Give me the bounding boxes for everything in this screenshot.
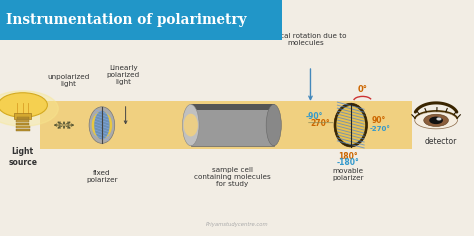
FancyBboxPatch shape [40,101,412,149]
Ellipse shape [337,106,365,144]
Ellipse shape [94,111,109,139]
Ellipse shape [89,107,115,143]
Ellipse shape [415,112,457,129]
Ellipse shape [266,104,282,146]
Text: movable
polarizer: movable polarizer [333,168,364,181]
Text: 270°: 270° [310,119,330,128]
Circle shape [437,118,441,120]
Text: 90°: 90° [371,116,385,125]
Text: Priyamstudycentre.com: Priyamstudycentre.com [206,222,268,227]
Ellipse shape [91,111,112,139]
Ellipse shape [184,114,198,136]
Text: -90°: -90° [306,112,323,121]
Circle shape [0,93,47,117]
FancyBboxPatch shape [14,113,31,119]
FancyBboxPatch shape [0,0,282,40]
Text: Linearly
polarized
light: Linearly polarized light [107,65,140,85]
FancyBboxPatch shape [191,105,273,146]
FancyBboxPatch shape [17,117,29,119]
Text: fixed
polarizer: fixed polarizer [86,170,118,183]
Circle shape [430,117,442,123]
FancyBboxPatch shape [16,126,30,128]
FancyBboxPatch shape [16,123,29,125]
Text: unpolarized
light: unpolarized light [47,74,90,87]
FancyBboxPatch shape [16,129,30,131]
Ellipse shape [182,104,199,146]
Circle shape [424,114,448,126]
Text: 0°: 0° [358,85,368,94]
Text: 180°: 180° [338,152,358,161]
Text: Instrumentation of polarimetry: Instrumentation of polarimetry [6,13,246,27]
Text: Optical rotation due to
molecules: Optical rotation due to molecules [265,33,346,46]
Text: sample cell
containing molecules
for study: sample cell containing molecules for stu… [194,167,271,187]
Text: -180°: -180° [337,158,359,167]
FancyBboxPatch shape [191,104,273,110]
Ellipse shape [334,103,367,147]
Circle shape [0,91,58,126]
FancyBboxPatch shape [17,120,29,122]
Text: detector: detector [425,137,457,146]
Text: Light
source: Light source [8,148,37,167]
Text: -270°: -270° [370,126,391,132]
